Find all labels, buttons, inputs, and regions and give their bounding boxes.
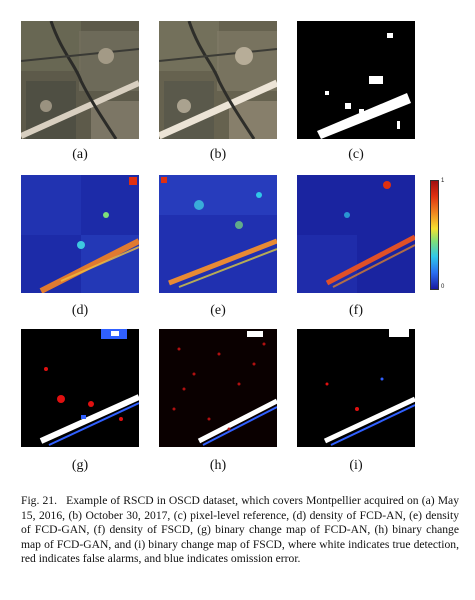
panel-b-image [159, 21, 277, 139]
panel-c-image [297, 21, 415, 139]
binary-change-map-fcd-an [21, 329, 139, 447]
caption-text: Example of RSCD in OSCD dataset, which c… [21, 494, 459, 566]
panel-g-label: (g) [71, 458, 89, 473]
colorbar-min-label: 0 [441, 284, 445, 290]
panel-a-label: (a) [72, 147, 88, 162]
density-map-fcd-gan [159, 175, 277, 293]
panel-i-label: (i) [349, 458, 363, 473]
density-map-fcd-an [21, 175, 139, 293]
panel-a-image [21, 21, 139, 139]
binary-change-map-fcd-gan [159, 329, 277, 447]
rgb-image-t1 [21, 21, 139, 139]
density-colorbar [430, 180, 439, 290]
panel-h-label: (h) [209, 458, 227, 473]
panel-e-image [159, 175, 277, 293]
panel-f-image [297, 175, 415, 293]
density-map-fscd [297, 175, 415, 293]
figure-caption: Fig. 21. Example of RSCD in OSCD dataset… [21, 494, 459, 567]
binary-change-map-fscd [297, 329, 415, 447]
reference-map [297, 21, 415, 139]
panel-g-image [21, 329, 139, 447]
panel-b-label: (b) [209, 147, 227, 162]
figure-number: Fig. 21. [21, 494, 57, 507]
panel-i-image [297, 329, 415, 447]
rgb-image-t2 [159, 21, 277, 139]
panel-c-label: (c) [348, 147, 364, 162]
colorbar-max-label: 1 [441, 178, 445, 184]
panel-h-image [159, 329, 277, 447]
panel-d-image [21, 175, 139, 293]
panel-d-label: (d) [71, 303, 89, 318]
panel-e-label: (e) [210, 303, 226, 318]
panel-f-label: (f) [349, 303, 363, 318]
